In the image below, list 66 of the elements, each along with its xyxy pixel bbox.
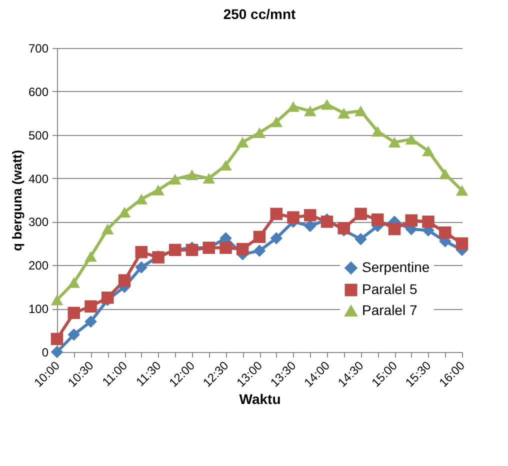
y-tick-label: 0 <box>42 346 49 360</box>
point <box>102 224 114 234</box>
point <box>270 116 282 128</box>
point <box>186 170 198 180</box>
point <box>439 168 452 180</box>
y-axis-title: q berguna (watt) <box>9 150 24 252</box>
point <box>186 244 198 256</box>
y-tick-label: 200 <box>28 258 49 273</box>
y-tick-label: 500 <box>28 128 49 142</box>
point <box>422 216 434 228</box>
point <box>202 172 215 184</box>
point <box>422 146 434 156</box>
point <box>338 222 350 234</box>
legend-label: Serpentine <box>362 259 430 275</box>
point <box>118 206 131 218</box>
point <box>84 300 97 313</box>
point <box>236 242 249 256</box>
y-tick-label: 300 <box>28 215 49 230</box>
point <box>354 106 367 116</box>
point <box>338 108 350 118</box>
point <box>388 136 401 148</box>
point <box>270 232 282 244</box>
chart-title: 250 cc/mnt <box>223 6 296 22</box>
point <box>439 226 452 239</box>
point <box>304 209 316 222</box>
point <box>287 211 300 224</box>
point <box>135 261 148 274</box>
point <box>220 242 232 254</box>
point <box>287 101 300 112</box>
point <box>253 230 266 244</box>
point <box>372 126 384 137</box>
point <box>354 232 367 246</box>
point <box>50 332 64 346</box>
point <box>372 213 384 226</box>
point <box>135 246 148 258</box>
point <box>354 208 367 220</box>
legend-label: Paralel 5 <box>362 281 418 297</box>
point <box>304 106 316 116</box>
point <box>456 185 468 196</box>
point <box>84 251 97 262</box>
point <box>320 216 334 228</box>
point <box>236 136 249 148</box>
y-tick-label: 600 <box>28 84 49 99</box>
legend-label: Paralel 7 <box>362 302 418 318</box>
point <box>253 244 266 257</box>
point <box>50 294 64 306</box>
point <box>68 306 80 320</box>
point <box>68 277 80 288</box>
point <box>405 134 418 145</box>
point <box>388 222 401 236</box>
point <box>68 328 80 341</box>
x-axis-title: Waktu <box>239 390 281 407</box>
point <box>84 315 97 328</box>
point <box>304 220 316 232</box>
point <box>118 274 131 286</box>
point <box>405 214 418 227</box>
point <box>152 184 164 196</box>
y-tick-label: 100 <box>28 302 49 316</box>
point <box>50 346 64 358</box>
y-tick-label: 400 <box>28 172 49 186</box>
point <box>169 174 182 184</box>
point <box>270 208 282 220</box>
point <box>320 99 334 110</box>
point <box>456 237 468 250</box>
point <box>253 127 266 138</box>
y-tick-label: 700 <box>28 42 49 56</box>
